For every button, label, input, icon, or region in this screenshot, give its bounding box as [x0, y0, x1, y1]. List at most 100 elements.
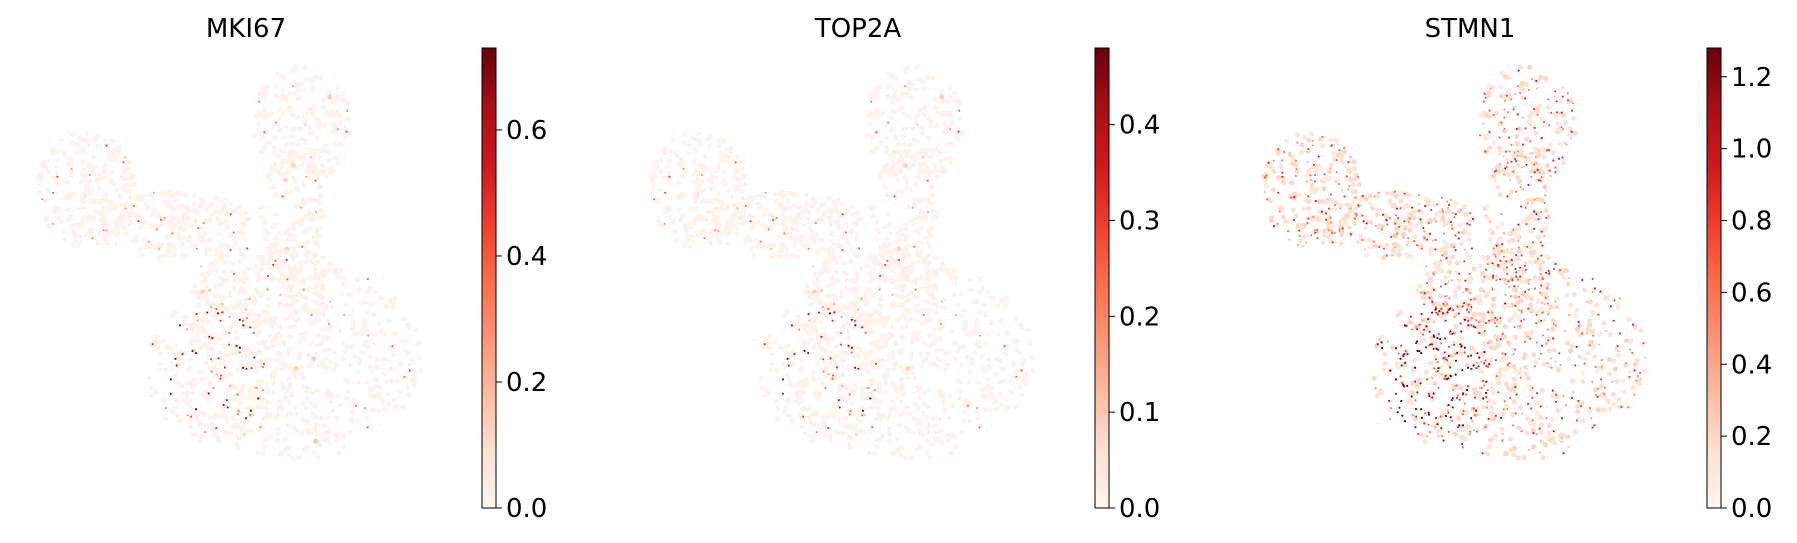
cell-point — [939, 322, 942, 326]
cell-point — [119, 176, 125, 182]
cell-point — [187, 234, 193, 240]
cell-point — [379, 295, 385, 301]
cell-point — [791, 192, 797, 198]
cell-point — [927, 211, 930, 214]
cell-point — [1464, 251, 1470, 257]
cell-point — [874, 236, 880, 242]
cell-point — [986, 364, 992, 370]
cell-point — [271, 370, 277, 377]
cell-point — [251, 413, 254, 417]
cell-point — [1555, 120, 1561, 126]
cell-point — [114, 187, 120, 193]
cell-point — [263, 405, 269, 411]
cell-point — [1446, 206, 1450, 210]
cell-point — [1608, 331, 1614, 338]
cell-point — [96, 186, 102, 192]
cell-point — [261, 444, 268, 450]
cell-point — [1383, 213, 1389, 219]
cell-point — [812, 319, 818, 325]
cell-point — [261, 389, 264, 392]
cell-point — [1505, 88, 1511, 94]
cell-point — [278, 258, 284, 264]
cell-point — [252, 319, 258, 325]
cell-point — [1437, 333, 1440, 336]
cell-point — [1486, 341, 1489, 344]
cell-point — [919, 125, 925, 131]
cell-point — [905, 375, 911, 381]
cell-point — [1515, 175, 1521, 181]
cell-point — [1552, 267, 1556, 271]
cell-point — [1532, 147, 1538, 154]
cell-point — [763, 343, 766, 346]
cell-point — [349, 344, 355, 350]
cell-point — [167, 189, 173, 195]
cell-point — [389, 378, 395, 384]
cell-point — [313, 282, 319, 288]
cell-point — [1426, 378, 1429, 381]
cell-point — [361, 318, 367, 324]
cell-point — [836, 226, 842, 232]
cell-point — [54, 157, 60, 163]
cell-point — [844, 397, 850, 403]
cell-point — [712, 220, 718, 226]
cell-point — [270, 184, 276, 190]
cell-point — [925, 74, 931, 80]
cell-point — [1623, 362, 1629, 368]
cell-point — [905, 203, 911, 210]
cell-point — [818, 365, 824, 372]
cell-point — [335, 94, 341, 100]
cell-point — [175, 364, 178, 367]
cell-point — [725, 241, 731, 247]
cell-point — [273, 93, 279, 99]
cell-point — [133, 233, 139, 239]
cell-point — [1546, 309, 1552, 315]
cell-point — [313, 253, 319, 259]
cell-point — [366, 277, 369, 280]
cell-point — [883, 380, 889, 386]
cell-point — [670, 137, 676, 144]
cell-point — [345, 130, 348, 133]
cell-point — [1412, 357, 1418, 363]
cell-point — [821, 305, 824, 309]
cell-point — [1493, 111, 1499, 117]
cell-point — [715, 165, 721, 172]
cell-point — [939, 94, 945, 100]
cell-point — [293, 308, 300, 314]
cell-point — [1502, 267, 1508, 273]
cell-point — [239, 221, 245, 227]
cell-point — [792, 235, 798, 241]
cell-point — [341, 275, 347, 281]
cell-point — [957, 130, 960, 133]
cell-point — [781, 392, 784, 395]
cell-point — [253, 113, 259, 119]
cell-point — [845, 328, 851, 335]
cell-point — [1464, 279, 1467, 282]
cell-point — [939, 440, 945, 446]
cell-point — [407, 362, 413, 368]
cell-point — [692, 216, 698, 222]
cell-point — [1492, 276, 1495, 279]
cell-point — [253, 287, 259, 293]
cell-point — [406, 392, 413, 398]
cell-point — [769, 360, 775, 367]
cell-point — [1329, 216, 1332, 219]
cell-point — [1523, 364, 1529, 370]
cell-point — [929, 442, 936, 448]
cell-point — [281, 284, 287, 290]
cell-point — [282, 148, 288, 155]
cell-point — [959, 429, 965, 435]
cell-point — [1416, 340, 1419, 343]
cell-point — [327, 261, 334, 267]
cell-point — [190, 415, 193, 418]
cell-point — [276, 114, 282, 121]
cell-point — [132, 204, 135, 207]
cell-point — [142, 219, 149, 225]
cell-point — [921, 390, 927, 396]
cell-point — [1439, 303, 1445, 310]
cell-point — [710, 210, 716, 216]
cell-point — [256, 360, 262, 366]
cell-point — [816, 284, 822, 290]
cell-point — [1614, 378, 1620, 384]
cell-point — [1492, 247, 1495, 250]
cell-point — [895, 447, 901, 453]
